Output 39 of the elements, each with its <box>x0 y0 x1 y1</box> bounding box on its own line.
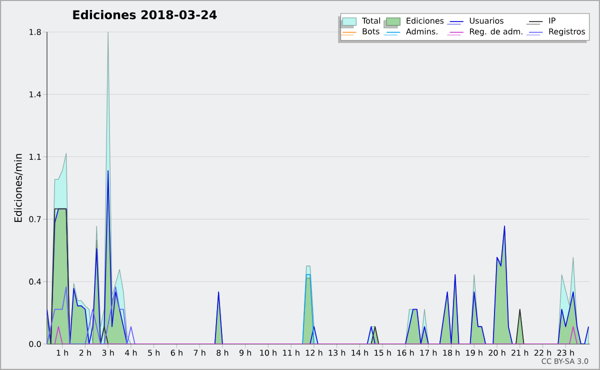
legend-label: Ediciones <box>406 18 444 24</box>
legend-label: Usuarios <box>470 18 504 24</box>
x-tick-label: 1 h <box>56 350 68 356</box>
x-tick-label: 12 h <box>306 350 322 356</box>
y-tick-label: 0.7 <box>29 216 41 222</box>
x-tick-label: 16 h <box>397 350 414 356</box>
x-tick-label: 22 h <box>534 350 551 356</box>
x-tick-label: 4 h <box>125 350 137 356</box>
x-tick-label: 5 h <box>148 350 160 356</box>
legend-label: IP <box>549 18 556 24</box>
x-tick-label: 7 h <box>194 350 206 356</box>
legend-label: Total <box>362 18 380 24</box>
legend-label: Reg. de adm. <box>470 28 522 36</box>
y-tick-label: 1.8 <box>30 28 41 36</box>
legend-label: Admins. <box>406 28 438 34</box>
x-tick-label: 15 h <box>374 350 391 356</box>
x-tick-label: 6 h <box>170 350 182 356</box>
x-tick-label: 23 h <box>557 350 574 356</box>
y-axis-title: Ediciones/min <box>14 154 23 222</box>
x-tick-label: 11 h <box>283 350 300 356</box>
y-tick-label: 1.1 <box>30 154 41 160</box>
x-tick-label: 2 h <box>79 350 91 356</box>
y-tick-label: 0.4 <box>29 278 41 285</box>
chart-title: Ediciones 2018-03-24 <box>73 10 217 20</box>
x-tick-label: 21 h <box>512 350 528 356</box>
x-tick-label: 9 h <box>240 350 252 356</box>
x-tick-label: 14 h <box>352 350 368 356</box>
x-tick-label: 8 h <box>216 350 228 356</box>
x-tick-label: 19 h <box>466 350 482 356</box>
legend-label: Registros <box>549 28 586 36</box>
y-tick-label: 1.4 <box>30 91 41 98</box>
x-tick-label: 20 h <box>488 350 506 356</box>
x-tick-label: 13 h <box>328 350 346 356</box>
x-tick-label: 17 h <box>420 350 437 356</box>
x-tick-label: 10 h <box>260 350 276 356</box>
x-tick-label: 18 h <box>443 350 460 356</box>
y-tick-label: 0.0 <box>29 340 41 347</box>
x-tick-label: 3 h <box>102 350 114 356</box>
legend-label: Bots <box>362 28 380 34</box>
